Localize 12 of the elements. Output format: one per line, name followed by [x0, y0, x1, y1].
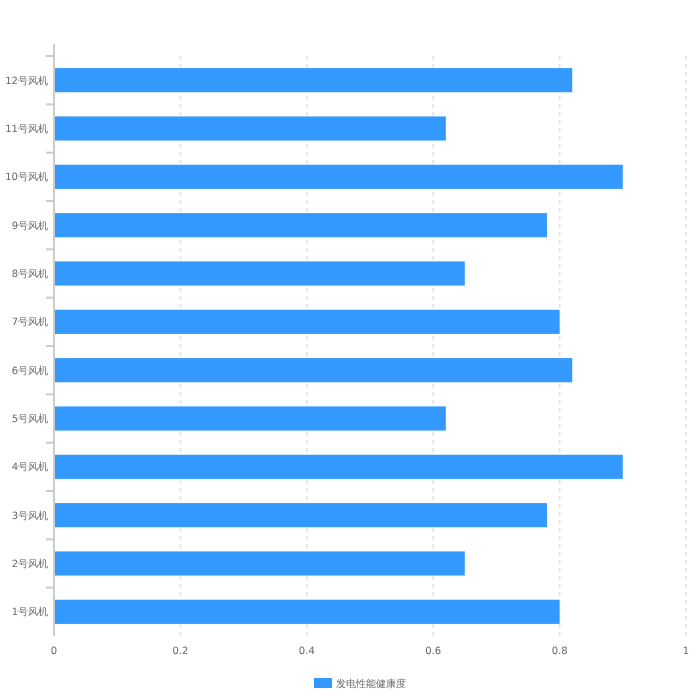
bar [54, 358, 573, 383]
bar [54, 599, 560, 624]
bar [54, 116, 446, 141]
bar [54, 164, 623, 189]
bar [54, 68, 573, 93]
bar [54, 503, 547, 528]
bar [54, 454, 623, 479]
bar [54, 309, 560, 334]
bar [54, 261, 465, 286]
bar [54, 551, 465, 576]
bar [54, 213, 547, 238]
bar [54, 406, 446, 431]
